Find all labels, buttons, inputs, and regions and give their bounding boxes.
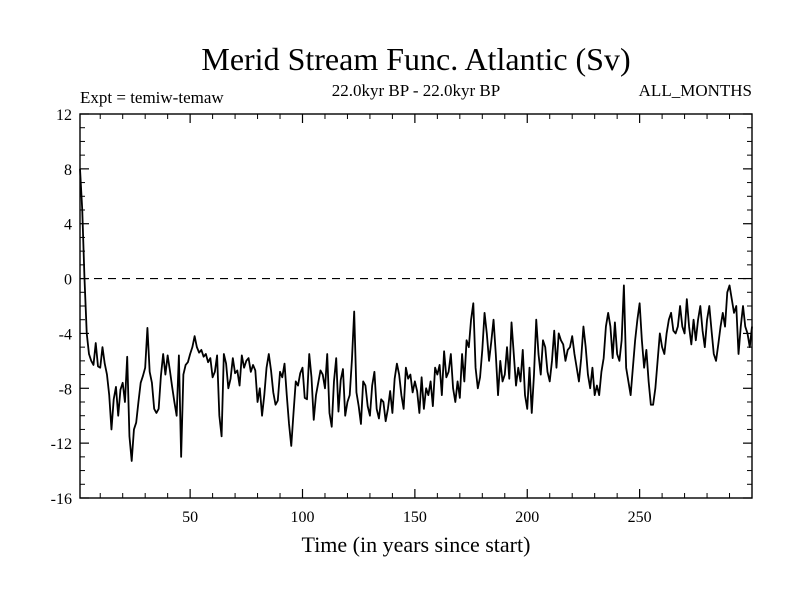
y-tick-label: -4 bbox=[59, 326, 72, 343]
y-tick-label: -16 bbox=[51, 491, 72, 508]
chart-subtitle: 22.0kyr BP - 22.0kyr BP bbox=[332, 81, 500, 100]
y-tick-label: -12 bbox=[51, 436, 72, 453]
y-tick-label: 8 bbox=[64, 162, 72, 179]
chart-title: Merid Stream Func. Atlantic (Sv) bbox=[201, 41, 630, 77]
x-tick-label: 250 bbox=[628, 509, 652, 526]
plot-area: 12 8 4 0 -4 -8 -12 -16 50 100 150 200 250 bbox=[51, 107, 753, 526]
y-tick-label: 12 bbox=[56, 107, 72, 124]
x-tick-label: 200 bbox=[515, 509, 539, 526]
y-tick-label: -8 bbox=[59, 381, 72, 398]
x-tick-label: 150 bbox=[403, 509, 427, 526]
experiment-label: Expt = temiw-temaw bbox=[80, 88, 224, 107]
y-tick-label: 4 bbox=[64, 217, 72, 234]
x-tick-label: 50 bbox=[182, 509, 198, 526]
months-label: ALL_MONTHS bbox=[639, 81, 752, 100]
x-tick-label: 100 bbox=[291, 509, 315, 526]
x-axis-label: Time (in years since start) bbox=[302, 532, 531, 557]
series-line bbox=[79, 168, 753, 462]
y-tick-label: 0 bbox=[64, 272, 72, 289]
